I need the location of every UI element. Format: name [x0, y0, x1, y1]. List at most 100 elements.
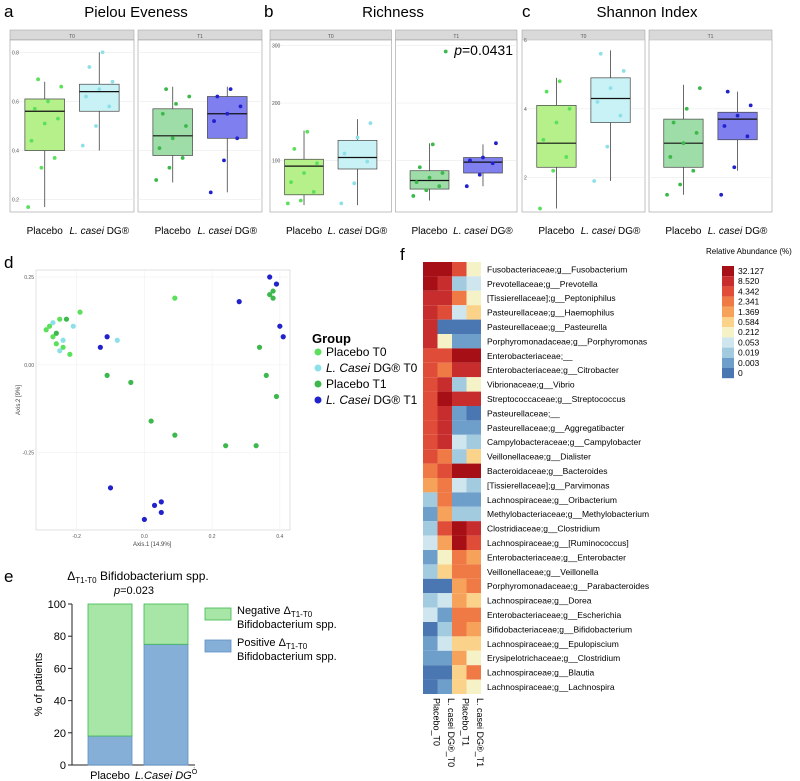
data-point	[424, 188, 429, 193]
data-point	[567, 106, 572, 111]
data-point	[490, 161, 495, 166]
data-point	[732, 165, 737, 170]
pcoa-point	[107, 485, 114, 491]
pcoa-point	[57, 316, 63, 322]
heatmap-row-label: Vibrionaceae;g__Vibrio	[487, 380, 575, 390]
heatmap-cell	[437, 362, 452, 378]
pielou-eveness-panel: Pielou Eveness T0 T1 0.2 0.4 0.6 0.8 Placebo L. …	[9, 4, 263, 237]
heatmap-cell	[437, 391, 452, 406]
data-point	[32, 106, 37, 111]
heatmap-cell	[466, 420, 481, 435]
data-point	[541, 137, 546, 142]
heatmap-row-label: Lachnospiraceae;g__Lachnospira	[487, 682, 615, 692]
heatmap-cell	[437, 550, 452, 565]
data-point	[315, 161, 319, 166]
group-label: Placebo	[155, 226, 192, 237]
data-point	[39, 165, 44, 170]
heatmap-cell	[452, 550, 467, 565]
data-point	[494, 141, 498, 146]
legend-text: Placebo T1	[326, 377, 387, 391]
legend-suffix: DG® T1	[370, 393, 418, 407]
group-label-text: Placebo	[665, 226, 702, 237]
bar-p-value: p=0.023	[113, 585, 154, 597]
panel-label-e: e	[4, 567, 13, 586]
heatmap-cell	[423, 391, 438, 406]
heatmap-cell	[423, 262, 438, 277]
heatmap-cell	[423, 564, 438, 579]
title-delta: Δ	[67, 569, 75, 583]
panel-label-c: c	[522, 2, 531, 21]
y-tick-label: 100	[272, 158, 281, 164]
heatmap-cell	[423, 521, 438, 536]
legend-color-step	[722, 296, 734, 307]
heatmap-cell	[423, 593, 438, 608]
y-tick-label: 100	[48, 599, 66, 611]
pcoa-point	[97, 344, 103, 350]
heatmap-cell	[437, 478, 452, 493]
data-point	[228, 87, 233, 92]
heatmap-cell	[423, 679, 438, 694]
data-point	[212, 119, 216, 123]
data-point	[538, 206, 542, 211]
x-axis-label: Axis.1 [14.9%]	[133, 542, 172, 548]
heatmap-cell	[466, 593, 481, 608]
legend-value: 0.003	[738, 358, 760, 368]
legend-label: Placebo T0	[326, 345, 387, 359]
heatmap-cell	[466, 319, 481, 334]
heatmap-cell	[452, 290, 467, 306]
heatmap-cell	[423, 362, 438, 378]
bar-chart-title: ΔT1-T0 Bifidobacterium spp.	[67, 569, 208, 585]
heatmap-cell	[466, 607, 481, 622]
category-superscript: Ò	[192, 767, 198, 776]
pcoa-plot-area	[35, 269, 291, 531]
y-tick-label: -0.25	[23, 451, 35, 457]
heatmap-cell	[466, 665, 481, 680]
data-point	[668, 155, 673, 159]
heatmap-cell	[423, 319, 438, 334]
pcoa-point	[158, 509, 164, 516]
heatmap-cell	[452, 276, 467, 291]
heatmap-column-label: Placebo_T0	[431, 698, 441, 746]
heatmap-cell	[466, 276, 481, 291]
legend-line-1: Positive ΔT1-T0	[237, 637, 308, 651]
data-point	[694, 130, 699, 135]
category-text: L.Casei DG	[135, 770, 192, 781]
group-label-italic: L. casei	[708, 226, 743, 237]
heatmap-cell	[452, 262, 467, 277]
pcoa-point	[270, 295, 276, 301]
data-point	[595, 100, 600, 104]
heatmap-cell	[452, 348, 467, 363]
heatmap-cell	[452, 319, 467, 334]
heatmap-row-label: Enterobacteriaceae;__	[487, 351, 573, 361]
heatmap-row-label: Pasteurellaceae;g__Haemophilus	[487, 308, 614, 318]
data-point	[551, 168, 556, 173]
data-point	[110, 79, 115, 84]
pcoa-point	[43, 327, 49, 333]
pcoa-point	[70, 323, 76, 329]
legend-swatch	[204, 607, 232, 621]
data-point	[84, 94, 88, 99]
data-point	[29, 138, 34, 143]
y-tick-label: 300	[272, 44, 281, 50]
heatmap-row-label: Lachnospiraceae;g__Epulopiscium	[487, 639, 619, 649]
heatmap-cell	[437, 334, 452, 349]
heatmap-cell	[452, 406, 467, 421]
legend-subscript: T1-T0	[286, 642, 308, 651]
legend-color-step	[722, 276, 734, 287]
legend-color-step	[722, 357, 734, 368]
heatmap-cell	[437, 276, 452, 291]
pcoa-point	[148, 418, 154, 424]
p-value-text: =0.023	[120, 585, 154, 597]
data-point	[292, 147, 297, 151]
data-point	[187, 94, 192, 99]
heatmap-cell	[423, 290, 438, 306]
heatmap-cell	[423, 276, 438, 291]
group-label-italic: L. casei	[197, 226, 232, 237]
y-tick-label: 0.00	[24, 363, 34, 369]
heatmap-cell	[466, 262, 481, 277]
panel-label-a: a	[4, 2, 14, 21]
data-point	[745, 134, 750, 139]
legend-text: Positive Δ	[237, 637, 287, 649]
data-point	[671, 120, 676, 125]
